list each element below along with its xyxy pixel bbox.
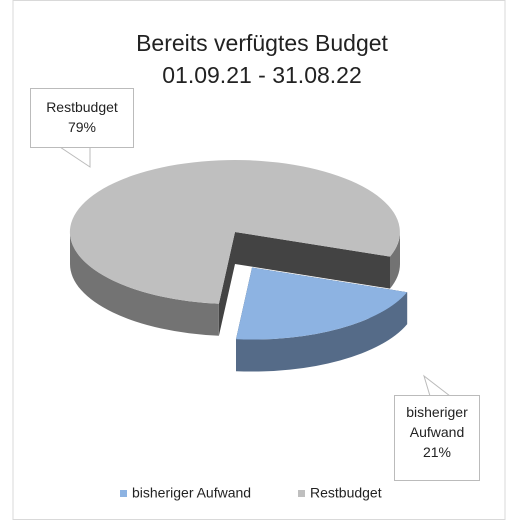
data-label-value: 79% xyxy=(67,119,97,135)
data-label-box: bisheriger Aufwand 21% xyxy=(394,395,480,481)
data-label-category: bisheriger Aufwand xyxy=(406,404,468,440)
chart-title: Bereits verfügtes Budget xyxy=(136,30,388,56)
slice-side xyxy=(69,232,219,336)
data-label-box: Restbudget 79% xyxy=(30,88,134,148)
legend-label: Restbudget xyxy=(310,485,382,501)
slice-cut-face xyxy=(235,232,390,289)
legend: bisheriger Aufwand Restbudget xyxy=(120,485,382,501)
chart-subtitle: 01.09.21 - 31.08.22 xyxy=(162,62,362,88)
slice xyxy=(236,267,408,340)
pie xyxy=(69,160,408,372)
legend-swatch xyxy=(120,490,127,497)
legend-swatch xyxy=(298,490,305,497)
slice xyxy=(69,160,400,304)
slice-cut-face xyxy=(218,232,235,336)
slice-side xyxy=(236,292,408,372)
data-label-category: Restbudget xyxy=(46,99,118,115)
data-label-value: 21% xyxy=(422,444,452,460)
slice-side xyxy=(390,232,400,289)
legend-label: bisheriger Aufwand xyxy=(132,485,251,501)
